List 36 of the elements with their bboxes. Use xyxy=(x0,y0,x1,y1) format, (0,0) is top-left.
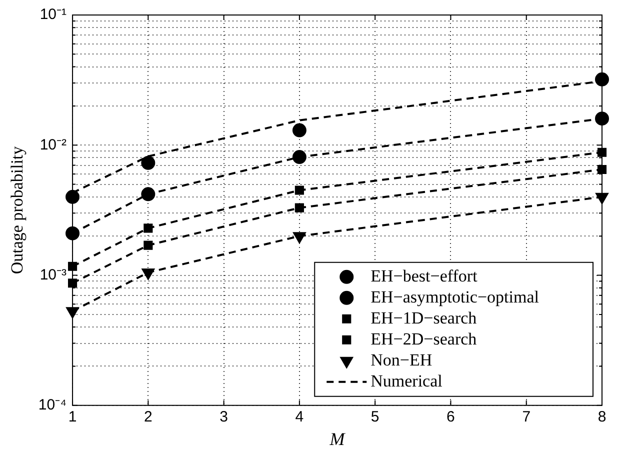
x-tick-label: 4 xyxy=(295,408,304,426)
x-tick-label: 3 xyxy=(220,408,228,426)
legend-label: EH−2D−search xyxy=(370,329,478,348)
point xyxy=(66,190,80,204)
y-tick-label: 10⁻⁴ xyxy=(38,396,67,414)
y-tick-label: 10⁻³ xyxy=(40,266,67,284)
x-axis-title: M xyxy=(328,428,346,449)
point xyxy=(68,262,78,271)
point xyxy=(144,224,153,233)
x-tick-label: 2 xyxy=(144,408,152,426)
point xyxy=(141,187,156,202)
point xyxy=(293,232,306,244)
x-tick-label: 1 xyxy=(68,408,77,426)
legend-label: EH−best−effort xyxy=(370,266,478,286)
point xyxy=(144,240,153,250)
legend-label: EH−asymptotic−optimal xyxy=(370,287,540,306)
point xyxy=(292,123,306,138)
x-tick-label: 8 xyxy=(598,408,606,426)
point xyxy=(294,186,304,195)
point xyxy=(66,307,79,318)
point xyxy=(141,156,156,170)
point xyxy=(142,268,154,280)
y-tick-label: 10⁻¹ xyxy=(40,6,67,24)
x-tick-label: 7 xyxy=(522,408,531,426)
point xyxy=(294,203,304,212)
point xyxy=(595,112,609,126)
x-tick-label: 6 xyxy=(446,408,455,426)
point xyxy=(292,150,306,164)
legend-label: Numerical xyxy=(370,371,443,390)
x-tick-label: 5 xyxy=(370,408,380,426)
legend-label: EH−1D−search xyxy=(370,308,478,328)
point xyxy=(66,226,80,240)
legend-label: Non−EH xyxy=(370,350,432,370)
point xyxy=(595,72,609,86)
y-axis-title: Outage probability xyxy=(8,146,27,274)
y-tick-label: 10⁻² xyxy=(40,136,67,154)
